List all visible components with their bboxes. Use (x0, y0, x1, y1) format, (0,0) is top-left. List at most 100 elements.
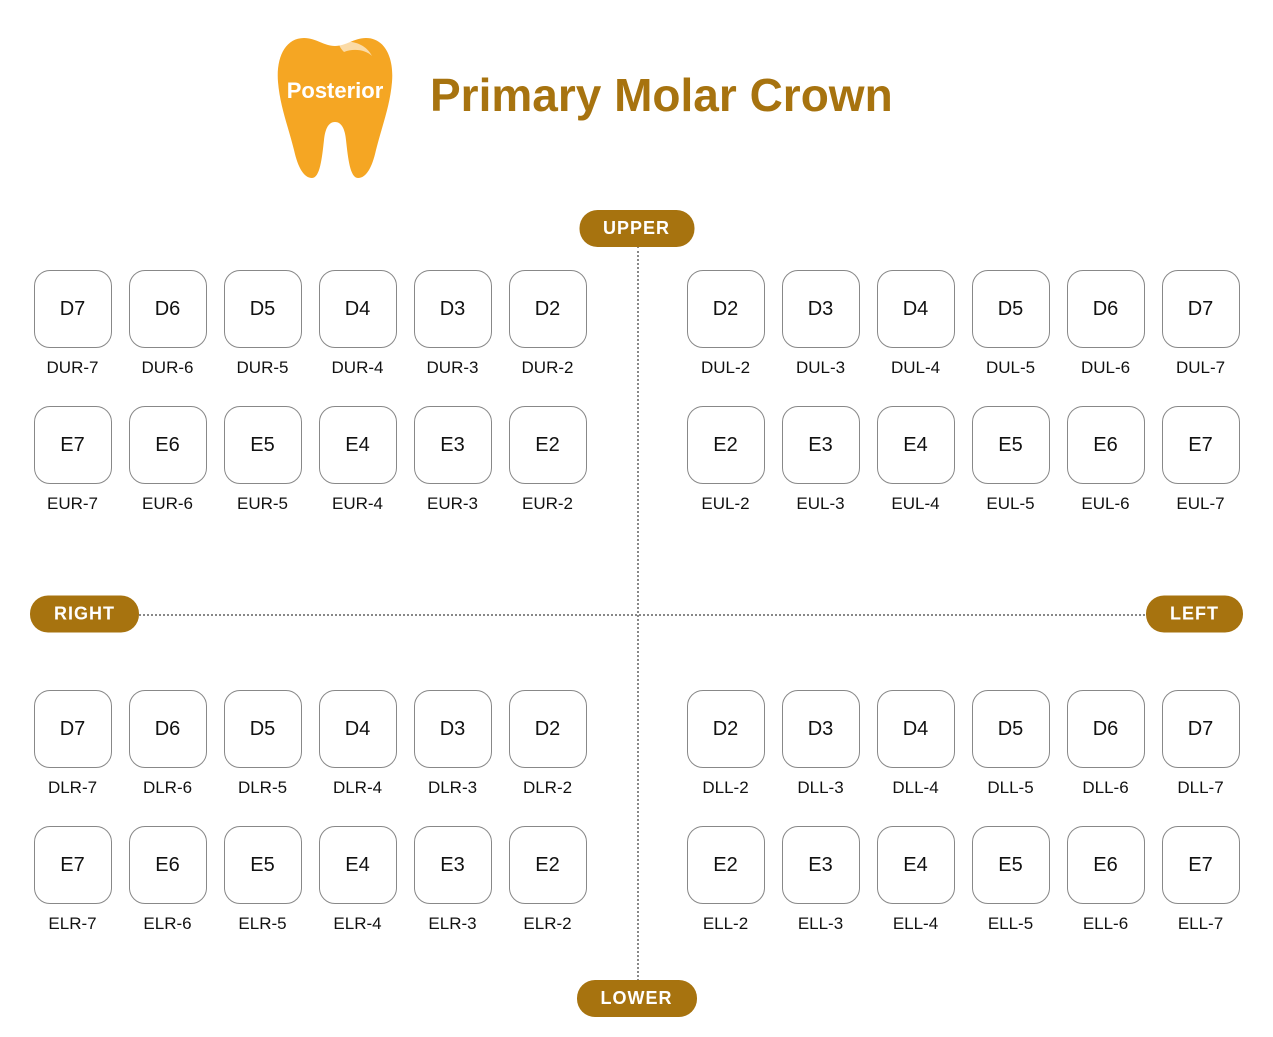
label-upper: UPPER (579, 210, 694, 247)
crown-box: D2 (687, 270, 765, 348)
page-title: Primary Molar Crown (430, 68, 893, 122)
crown-cell: E2 ELL-2 (683, 826, 768, 956)
crown-code: EUR-6 (142, 494, 193, 514)
crown-code: DUR-2 (522, 358, 574, 378)
crown-cell: E6EUL-6 (1063, 406, 1148, 536)
crown-box: E3 (414, 406, 492, 484)
crown-box: D3 (782, 690, 860, 768)
crown-cell: D3DLR-3 (410, 690, 495, 820)
crown-box: D7 (1162, 690, 1240, 768)
crown-cell: E2 EUR-2 (505, 406, 590, 536)
crown-code: DUR-7 (47, 358, 99, 378)
crown-box: E6 (1067, 826, 1145, 904)
crown-cell: D6 DLL-6 (1063, 690, 1148, 820)
crown-box: E7 (1162, 406, 1240, 484)
crown-cell: D3 DLL-3 (778, 690, 863, 820)
crown-chart: UPPER LOWER RIGHT LEFT D7DUR-7D6DUR-6D5D… (30, 210, 1243, 1017)
crown-code: DUL-4 (891, 358, 940, 378)
crown-code: ELR-5 (238, 914, 286, 934)
crown-cell: E3EUL-3 (778, 406, 863, 536)
crown-code: EUL-4 (891, 494, 939, 514)
crown-box: E3 (782, 826, 860, 904)
crown-code: DUL-6 (1081, 358, 1130, 378)
crown-box: E7 (34, 826, 112, 904)
page: Posterior Primary Molar Crown UPPER LOWE… (0, 0, 1273, 1037)
crown-box: D4 (319, 270, 397, 348)
crown-box: E4 (319, 406, 397, 484)
crown-code: DLR-2 (523, 778, 572, 798)
crown-code: DLR-3 (428, 778, 477, 798)
crown-box: E4 (877, 406, 955, 484)
crown-box: E7 (1162, 826, 1240, 904)
crown-row: D2DUL-2D3DUL-3D4DUL-4D5DUL-5D6DUL-6D7DUL… (683, 270, 1243, 400)
crown-cell: E3 ELR-3 (410, 826, 495, 956)
crown-cell: E7EUR-7 (30, 406, 115, 536)
crown-code: DUR-3 (427, 358, 479, 378)
crown-cell: E5ELR-5 (220, 826, 305, 956)
crown-box: D2 (687, 690, 765, 768)
crown-box: E2 (687, 826, 765, 904)
crown-box: E7 (34, 406, 112, 484)
crown-cell: D2DUR-2 (505, 270, 590, 400)
crown-code: ELR-3 (428, 914, 476, 934)
crown-row: E7ELR-7E6ELR-6E5ELR-5E4ELR-4E3ELR-3E2ELR… (30, 826, 590, 956)
crown-box: E3 (414, 826, 492, 904)
header: Posterior Primary Molar Crown (0, 0, 1273, 180)
quadrant-lower-left: D2DLL-2D3DLL-3D4DLL-4D5DLL-5D6DLL-6D7DLL… (683, 690, 1243, 962)
crown-code: EUL-2 (701, 494, 749, 514)
crown-cell: D4DUL-4 (873, 270, 958, 400)
crown-code: ELL-4 (893, 914, 938, 934)
crown-cell: D7DLR-7 (30, 690, 115, 820)
crown-box: D4 (319, 690, 397, 768)
crown-cell: D7DLL-7 (1158, 690, 1243, 820)
quadrant-upper-left: D2DUL-2D3DUL-3D4DUL-4D5DUL-5D6DUL-6D7DUL… (683, 270, 1243, 542)
crown-code: DLR-5 (238, 778, 287, 798)
crown-code: DLR-7 (48, 778, 97, 798)
crown-cell: D3DUR-3 (410, 270, 495, 400)
crown-code: EUR-5 (237, 494, 288, 514)
crown-cell: E4 ELL-4 (873, 826, 958, 956)
crown-box: D6 (129, 690, 207, 768)
crown-box: D6 (1067, 690, 1145, 768)
crown-box: D3 (782, 270, 860, 348)
crown-code: ELR-2 (523, 914, 571, 934)
crown-box: E5 (224, 406, 302, 484)
crown-box: D5 (972, 690, 1050, 768)
crown-code: DLL-6 (1082, 778, 1128, 798)
crown-row: E2EUL-2E3EUL-3E4EUL-4E5EUL-5E6EUL-6E7EUL… (683, 406, 1243, 536)
crown-box: D2 (509, 690, 587, 768)
crown-box: E4 (877, 826, 955, 904)
crown-cell: E4EUR-4 (315, 406, 400, 536)
crown-cell: D5DUL-5 (968, 270, 1053, 400)
crown-box: D6 (1067, 270, 1145, 348)
crown-cell: D4DUR-4 (315, 270, 400, 400)
crown-code: ELL-5 (988, 914, 1033, 934)
horizontal-divider (120, 614, 1153, 616)
crown-cell: D7DUL-7 (1158, 270, 1243, 400)
crown-cell: E2 ELR-2 (505, 826, 590, 956)
crown-cell: E5 EUR-5 (220, 406, 305, 536)
crown-code: DUL-3 (796, 358, 845, 378)
crown-code: DUR-6 (142, 358, 194, 378)
crown-row: D2DLL-2D3DLL-3D4DLL-4D5DLL-5D6DLL-6D7DLL… (683, 690, 1243, 820)
crown-code: EUR-2 (522, 494, 573, 514)
crown-cell: E7ELR-7 (30, 826, 115, 956)
crown-box: E5 (972, 406, 1050, 484)
crown-cell: E6ELR-6 (125, 826, 210, 956)
crown-code: DLL-5 (987, 778, 1033, 798)
crown-box: E6 (129, 406, 207, 484)
crown-code: ELL-2 (703, 914, 748, 934)
crown-box: E2 (509, 826, 587, 904)
crown-row: E2ELL-2E3ELL-3E4ELL-4E5ELL-5E6ELL-6E7ELL… (683, 826, 1243, 956)
crown-box: D5 (224, 690, 302, 768)
crown-box: D7 (1162, 270, 1240, 348)
tooth-label: Posterior (270, 78, 400, 104)
crown-box: E6 (129, 826, 207, 904)
crown-box: E2 (509, 406, 587, 484)
crown-row: D7DUR-7D6DUR-6D5DUR-5D4DUR-4D3DUR-3D2DUR… (30, 270, 590, 400)
crown-cell: D4DLR-4 (315, 690, 400, 820)
crown-code: DLL-3 (797, 778, 843, 798)
crown-code: DUR-5 (237, 358, 289, 378)
quadrant-upper-right: D7DUR-7D6DUR-6D5DUR-5D4DUR-4D3DUR-3D2DUR… (30, 270, 590, 542)
crown-cell: D2DUL-2 (683, 270, 768, 400)
